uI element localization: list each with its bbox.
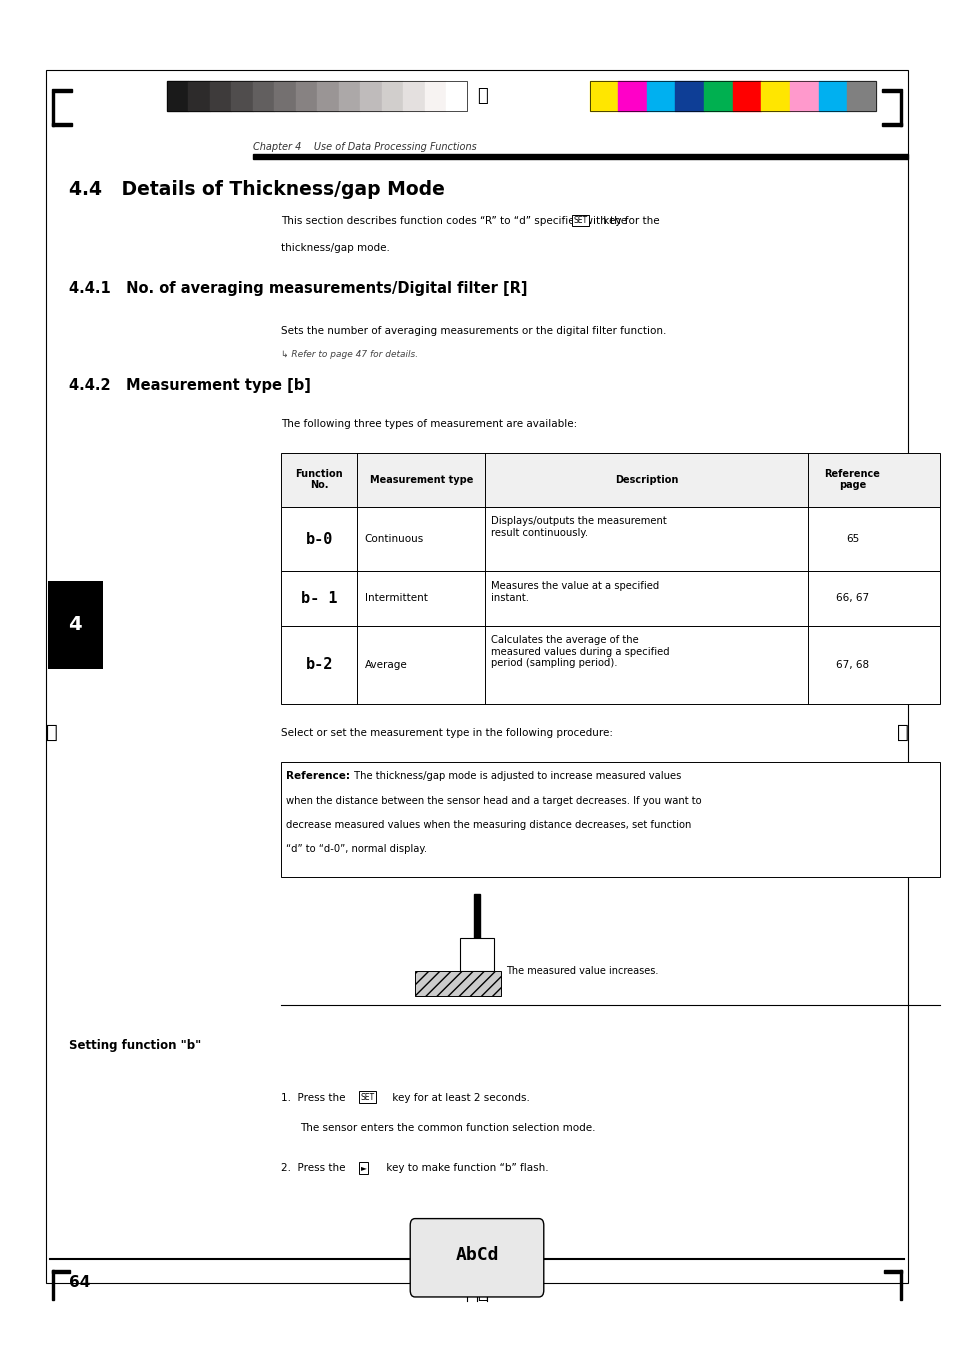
Bar <box>732 81 760 111</box>
Text: Displays/outputs the measurement
result continuously.: Displays/outputs the measurement result … <box>491 516 666 538</box>
Text: ►: ► <box>360 1163 366 1173</box>
Text: 1.  Press the: 1. Press the <box>281 1093 349 1102</box>
Text: thickness/gap mode.: thickness/gap mode. <box>281 243 390 253</box>
Bar <box>818 81 846 111</box>
Bar <box>618 81 646 111</box>
Text: key to make function “b” flash.: key to make function “b” flash. <box>382 1163 548 1173</box>
Bar <box>253 154 907 159</box>
Text: Reference
page: Reference page <box>823 469 880 490</box>
Bar <box>675 81 703 111</box>
Bar <box>281 571 939 626</box>
Bar <box>316 81 338 111</box>
Bar <box>589 81 875 111</box>
Text: 2.  Press the: 2. Press the <box>281 1163 349 1173</box>
Text: b-0: b-0 <box>305 531 333 547</box>
Text: Description: Description <box>615 474 678 485</box>
Text: The following three types of measurement are available:: The following three types of measurement… <box>281 419 578 428</box>
Text: ⌖: ⌖ <box>476 1283 488 1302</box>
Text: key for the: key for the <box>599 216 659 226</box>
Text: AbCd: AbCd <box>455 1246 498 1265</box>
Bar <box>402 81 424 111</box>
Bar <box>52 123 71 126</box>
Text: ↳ Refer to page 47 for details.: ↳ Refer to page 47 for details. <box>281 350 418 359</box>
Text: decrease measured values when the measuring distance decreases, set function: decrease measured values when the measur… <box>286 820 691 830</box>
Bar <box>899 1270 901 1300</box>
Text: 66, 67: 66, 67 <box>835 593 868 604</box>
Bar <box>646 81 675 111</box>
Text: 4: 4 <box>69 615 82 635</box>
Text: key for at least 2 seconds.: key for at least 2 seconds. <box>389 1093 530 1102</box>
Text: The sensor enters the common function selection mode.: The sensor enters the common function se… <box>300 1123 596 1132</box>
Text: b-2: b-2 <box>305 657 333 673</box>
Text: Setting function "b": Setting function "b" <box>69 1039 201 1052</box>
Text: 4.4   Details of Thickness/gap Mode: 4.4 Details of Thickness/gap Mode <box>69 180 444 199</box>
Text: The measured value increases.: The measured value increases. <box>505 966 658 977</box>
Bar <box>274 81 295 111</box>
Bar <box>281 762 939 877</box>
Bar <box>381 81 403 111</box>
Bar <box>846 81 875 111</box>
Bar <box>48 581 103 669</box>
Bar <box>338 81 360 111</box>
Text: 4.4.2   Measurement type [b]: 4.4.2 Measurement type [b] <box>69 378 311 393</box>
Text: ⌖: ⌖ <box>46 723 57 742</box>
Text: Sets the number of averaging measurements or the digital filter function.: Sets the number of averaging measurement… <box>281 326 666 335</box>
Bar <box>52 1270 70 1273</box>
Text: “d” to “d-0”, normal display.: “d” to “d-0”, normal display. <box>286 844 427 854</box>
Bar <box>445 81 467 111</box>
Text: 4.4.1   No. of averaging measurements/Digital filter [R]: 4.4.1 No. of averaging measurements/Digi… <box>69 281 527 296</box>
Bar <box>789 81 818 111</box>
Bar <box>703 81 732 111</box>
Bar <box>281 507 939 571</box>
Bar <box>253 81 274 111</box>
Bar <box>295 81 316 111</box>
Bar <box>883 1270 901 1273</box>
Text: Measures the value at a specified
instant.: Measures the value at a specified instan… <box>491 581 659 603</box>
Text: 67, 68: 67, 68 <box>835 659 868 670</box>
Bar <box>52 89 71 92</box>
Text: Chapter 4    Use of Data Processing Functions: Chapter 4 Use of Data Processing Functio… <box>253 142 476 151</box>
Bar <box>281 453 939 507</box>
Text: Function
No.: Function No. <box>295 469 343 490</box>
Text: Average: Average <box>364 659 407 670</box>
Bar <box>167 81 467 111</box>
Bar <box>281 626 939 704</box>
Bar <box>52 1270 54 1300</box>
Text: Measurement type: Measurement type <box>369 474 473 485</box>
Bar <box>589 81 618 111</box>
Text: Intermittent: Intermittent <box>364 593 427 604</box>
Bar <box>415 971 500 996</box>
Bar <box>760 81 789 111</box>
Text: The thickness/gap mode is adjusted to increase measured values: The thickness/gap mode is adjusted to in… <box>351 771 680 781</box>
Text: Continuous: Continuous <box>364 534 423 544</box>
Bar <box>459 938 494 971</box>
Bar <box>210 81 231 111</box>
Text: ⌖: ⌖ <box>476 86 488 105</box>
Bar <box>882 89 901 92</box>
Text: ⌖: ⌖ <box>896 723 907 742</box>
Bar <box>167 81 188 111</box>
Bar <box>231 81 253 111</box>
Bar <box>46 70 907 1283</box>
Text: Calculates the average of the
measured values during a specified
period (samplin: Calculates the average of the measured v… <box>491 635 669 669</box>
Text: Reference:: Reference: <box>286 771 350 781</box>
Bar <box>188 81 210 111</box>
Bar <box>52 92 54 126</box>
Text: when the distance between the sensor head and a target decreases. If you want to: when the distance between the sensor hea… <box>286 796 701 805</box>
Text: 64: 64 <box>69 1275 90 1290</box>
Bar <box>424 81 446 111</box>
Bar <box>359 81 381 111</box>
Text: This section describes function codes “R” to “d” specified with the: This section describes function codes “R… <box>281 216 630 226</box>
Bar <box>474 894 479 938</box>
Bar <box>899 92 901 126</box>
Text: Select or set the measurement type in the following procedure:: Select or set the measurement type in th… <box>281 728 613 738</box>
Text: b- 1: b- 1 <box>301 590 337 607</box>
Text: SET: SET <box>360 1093 375 1102</box>
Text: SET: SET <box>573 216 587 226</box>
Bar <box>882 123 901 126</box>
Text: 65: 65 <box>845 534 859 544</box>
FancyBboxPatch shape <box>410 1219 543 1297</box>
